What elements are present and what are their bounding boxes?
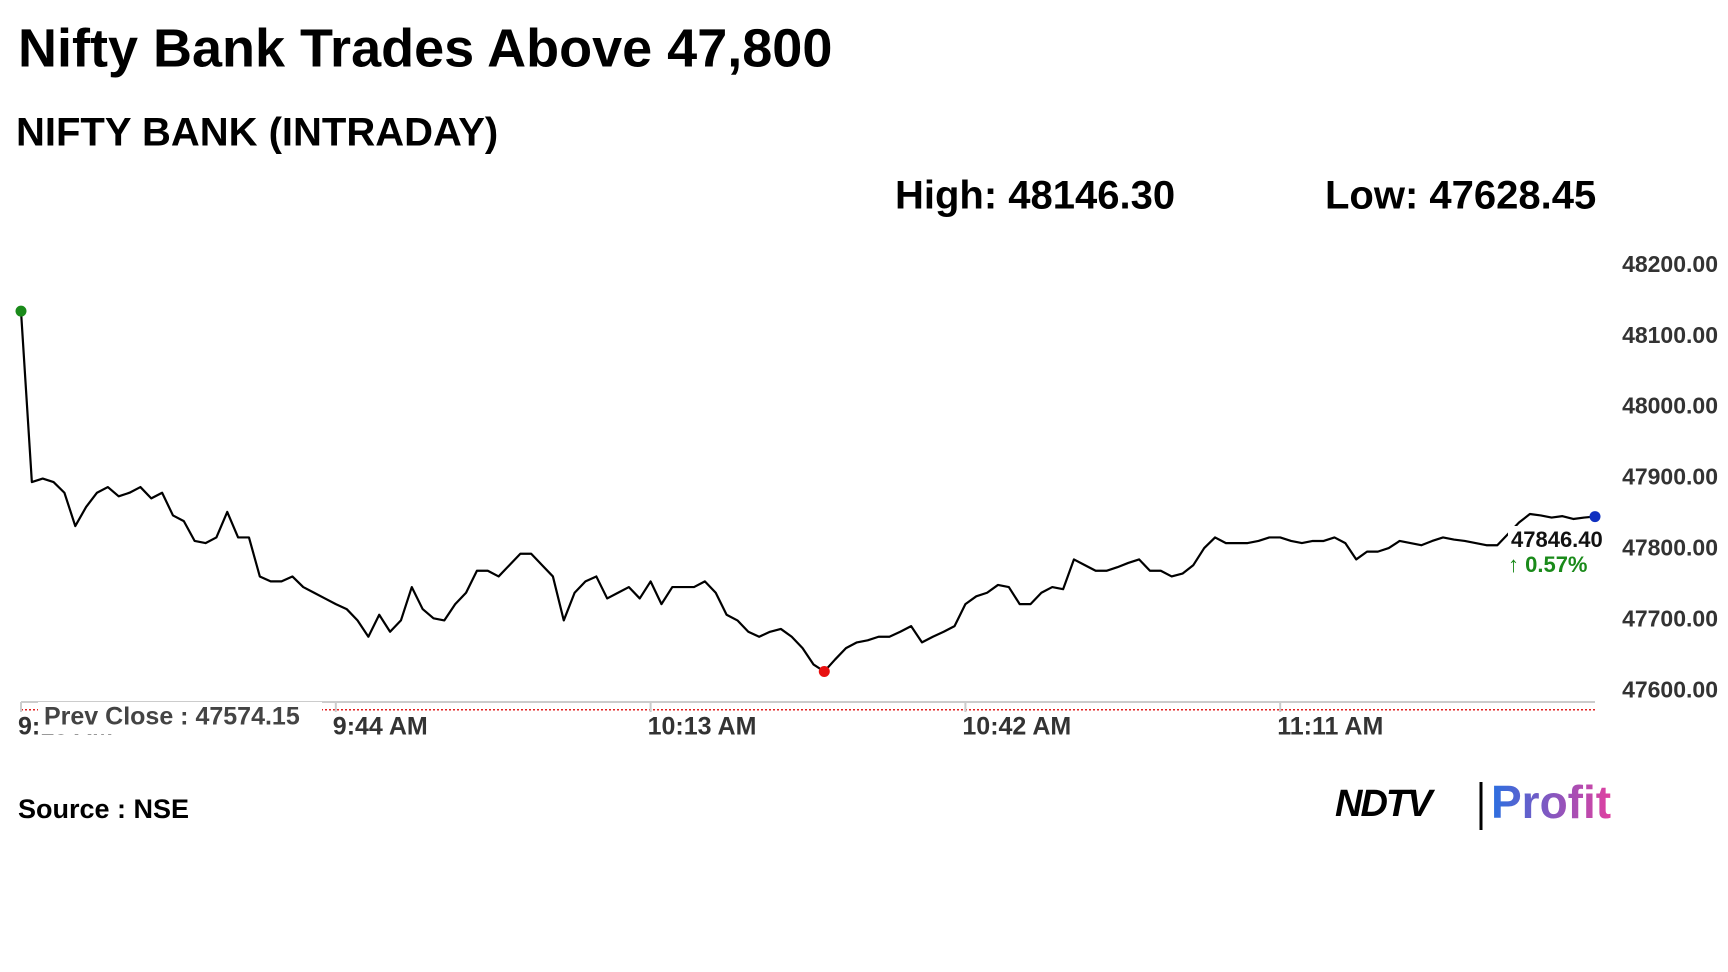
end-marker: [1589, 511, 1601, 523]
high-label: High: 48146.30: [895, 174, 1175, 218]
chart-subtitle: NIFTY BANK (INTRADAY): [16, 111, 498, 155]
current-price: 47846.40: [1511, 527, 1603, 552]
chart-title: Nifty Bank Trades Above 47,800: [18, 18, 832, 78]
current-change: ↑ 0.57%: [1508, 552, 1588, 577]
source: Source : NSE: [18, 794, 189, 824]
x-tick-label: 11:11 AM: [1277, 713, 1383, 741]
prev-close-label: Prev Close : 47574.15: [44, 703, 300, 731]
price-line: [19, 311, 1596, 673]
x-tick-label: 9:44 AM: [333, 713, 428, 741]
y-tick-label: 48000.00: [1622, 393, 1718, 419]
start-marker: [15, 305, 27, 317]
y-tick-label: 48200.00: [1622, 251, 1718, 277]
y-tick-label: 47600.00: [1622, 676, 1718, 702]
logo-right: Profit: [1491, 776, 1611, 828]
prev-close-bg: [38, 702, 322, 734]
low-label: Low: 47628.45: [1325, 174, 1596, 218]
current-bg: [1508, 526, 1603, 554]
low-marker: [818, 665, 830, 677]
y-tick-label: 48100.00: [1622, 322, 1718, 348]
x-tick-label: 10:42 AM: [962, 713, 1071, 741]
y-tick-label: 47700.00: [1622, 606, 1718, 632]
x-tick-label: 10:13 AM: [648, 713, 757, 741]
y-tick-label: 47900.00: [1622, 464, 1718, 490]
logo-left: NDTV: [1335, 783, 1435, 825]
y-tick-label: 47800.00: [1622, 535, 1718, 561]
